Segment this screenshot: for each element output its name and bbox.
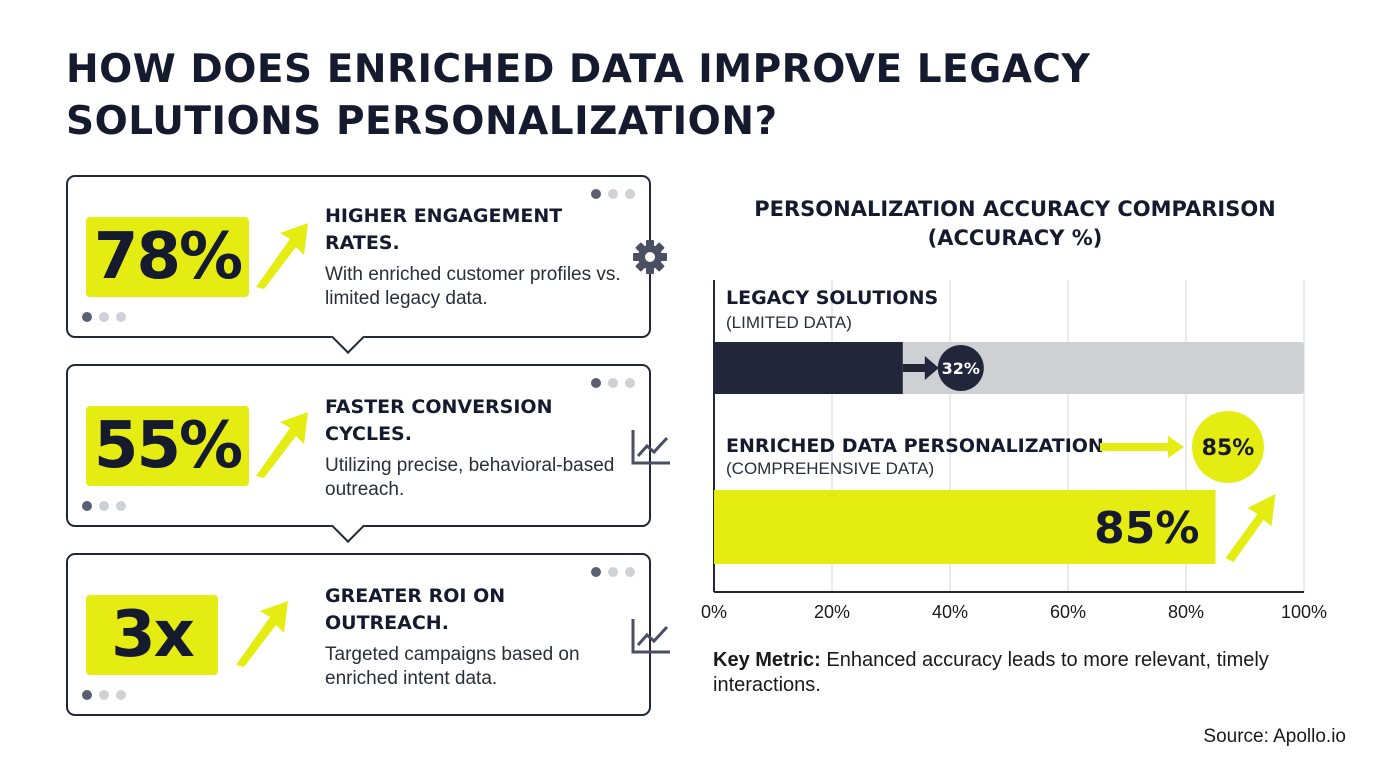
stat-card-conversion: 55% FASTER CONVERSION CYCLES. Utilizing … (66, 364, 651, 543)
x-tick-label: 40% (932, 602, 968, 622)
bar-enriched (714, 490, 1216, 564)
category-subtitle: (COMPREHENSIVE DATA) (726, 459, 934, 478)
key-metric-text: Enhanced accuracy leads to more relevant… (713, 649, 1269, 696)
page-title: HOW DOES ENRICHED DATA IMPROVE LEGACY SO… (66, 47, 1091, 144)
data-label: 85% (1094, 503, 1199, 554)
stat-description: Targeted campaigns based on enriched int… (325, 644, 580, 689)
data-label-badge (937, 345, 984, 391)
key-metric: Key Metric: Enhanced accuracy leads to m… (713, 648, 1333, 698)
pagination-dots (82, 690, 126, 700)
pagination-dots (591, 378, 635, 388)
gear-icon (633, 240, 667, 274)
line-chart-icon (631, 619, 670, 654)
bar-legacy (714, 342, 903, 394)
x-tick-label: 100% (1281, 602, 1327, 622)
key-metric-label: Key Metric: (713, 649, 821, 671)
stat-value: 55% (86, 406, 249, 486)
pointer-arrow (902, 356, 939, 380)
category-subtitle: (LIMITED DATA) (726, 313, 852, 332)
source-note: Source: Apollo.io (1203, 726, 1346, 747)
chart-title: PERSONALIZATION ACCURACY COMPARISON (ACC… (754, 197, 1276, 250)
stat-value: 3x (86, 595, 218, 675)
x-tick-label: 60% (1050, 602, 1086, 622)
x-tick-label: 20% (814, 602, 850, 622)
callout-label: 85% (1202, 436, 1255, 461)
x-tick-label: 80% (1168, 602, 1204, 622)
stat-value: 78% (86, 217, 249, 297)
arrow-up-right-icon (256, 412, 308, 478)
card-pointer (331, 509, 365, 543)
callout-badge (1192, 411, 1264, 483)
arrow-up-right-icon (1225, 494, 1276, 562)
pagination-dots (591, 567, 635, 577)
callout-arrow (1100, 436, 1184, 458)
accuracy-bar-chart: 0% 20% 40% 60% 80% 100% LEGACY SOLUTIONS (LIMIT… (701, 280, 1327, 622)
data-label: 32% (942, 359, 980, 378)
arrow-up-right-icon (256, 223, 308, 289)
category-label: ENRICHED DATA PERSONALIZATION (726, 435, 1104, 457)
line-chart-icon (631, 430, 670, 465)
stat-card-engagement: 78% HIGHER ENGAGEMENT RATES. With enrich… (66, 175, 651, 354)
pagination-dots (591, 189, 635, 199)
card-pointer (331, 320, 365, 354)
stat-heading: GREATER ROI ON OUTREACH. (325, 585, 506, 634)
stat-description: Utilizing precise, behavioral-based outr… (325, 455, 615, 500)
stat-description: With enriched customer profiles vs. limi… (325, 264, 621, 309)
pagination-dots (82, 501, 126, 511)
pagination-dots (82, 312, 126, 322)
arrow-up-right-icon (236, 601, 288, 667)
category-label: LEGACY SOLUTIONS (726, 287, 938, 309)
stat-heading: FASTER CONVERSION CYCLES. (325, 396, 553, 445)
stat-card-roi: 3x GREATER ROI ON OUTREACH. Targeted cam… (66, 553, 651, 716)
x-tick-label: 0% (701, 602, 727, 622)
stat-heading: HIGHER ENGAGEMENT RATES. (325, 205, 563, 254)
